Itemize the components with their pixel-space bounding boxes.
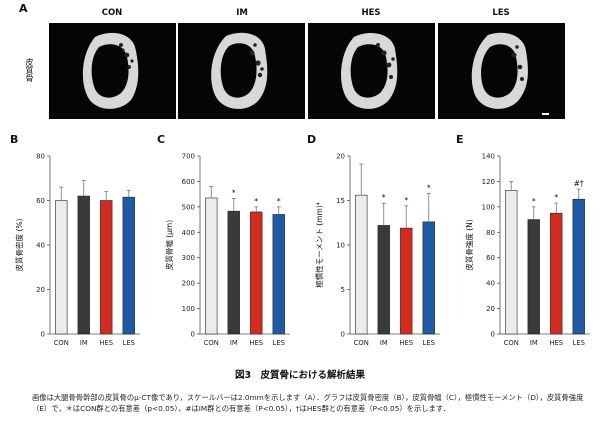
- bar-con: [55, 200, 68, 335]
- bar-les: [122, 196, 135, 335]
- x-tick-label-les: LES: [423, 339, 435, 347]
- x-tick-label-con: CON: [204, 339, 219, 347]
- x-tick-label-con: CON: [354, 339, 369, 347]
- y-tick-label: 140: [482, 153, 495, 161]
- significance-marker: *: [254, 197, 258, 206]
- y-tick-label: 40: [36, 242, 45, 250]
- x-tick-label-im: IM: [380, 339, 388, 347]
- x-tick-label-im: IM: [530, 339, 538, 347]
- x-tick-label-les: LES: [573, 339, 585, 347]
- y-tick-label: 5: [341, 286, 345, 294]
- y-tick-label: 200: [182, 280, 195, 288]
- y-tick-label: 500: [182, 203, 195, 211]
- bar-hes: [100, 200, 113, 335]
- polar-moment-chart: 0 5 10 15 20 極慣性モーメント (mm)⁴ CON * IM * HES * LES: [314, 153, 440, 347]
- significance-marker: *: [427, 183, 431, 192]
- y-tick-label: 400: [182, 229, 195, 237]
- bar-les: [272, 214, 285, 335]
- y-tick-label: 80: [486, 229, 495, 237]
- panel-letter-a: A: [19, 2, 28, 15]
- significance-marker: *: [232, 188, 236, 197]
- y-tick-label: 80: [36, 153, 45, 161]
- x-tick-label-hes: HES: [399, 339, 413, 347]
- y-tick-label: 0: [41, 331, 45, 339]
- x-tick-label-hes: HES: [549, 339, 563, 347]
- figure-caption: 画像は大腿骨骨幹部の皮質骨のμ-CT像であり，スケールバーは2.0mmを示します…: [32, 393, 584, 413]
- figure-title: 図3 皮質骨における解析結果: [234, 370, 366, 381]
- bar-hes: [400, 227, 413, 335]
- significance-marker: *: [532, 197, 536, 206]
- significance-marker: #†: [574, 179, 584, 188]
- y-tick-label: 700: [182, 153, 195, 161]
- y-tick-label: 600: [182, 178, 195, 186]
- image-label-hes: HES: [361, 8, 381, 18]
- y-axis-label: 皮質骨強度 (N): [464, 219, 474, 270]
- image-label-con: CON: [101, 8, 123, 18]
- bar-hes: [250, 211, 263, 335]
- bar-im: [377, 225, 390, 335]
- cortical-density-chart: 0 20 40 60 80 皮質骨密度 (%) CON IM HES LES: [14, 153, 140, 347]
- y-tick-label: 60: [36, 197, 45, 205]
- cortical-strength-chart: 0 20 40 60 80 100 120 140 皮質骨強度 (N) CON * IM * HES #† L…: [464, 153, 590, 347]
- panel-letter-c: C: [157, 133, 166, 146]
- y-tick-label: 100: [182, 305, 195, 313]
- x-tick-label-im: IM: [80, 339, 88, 347]
- y-tick-label: 120: [482, 178, 495, 186]
- significance-marker: *: [382, 193, 386, 202]
- y-axis-label: 皮質骨密度 (%): [14, 219, 24, 272]
- image-label-im: IM: [236, 8, 248, 18]
- panel-letter-d: D: [307, 133, 317, 146]
- x-tick-label-les: LES: [273, 339, 285, 347]
- y-tick-label: 40: [486, 280, 495, 288]
- scale-bar: [542, 113, 549, 115]
- x-tick-label-les: LES: [123, 339, 135, 347]
- y-tick-label: 20: [36, 286, 45, 294]
- y-tick-label: 0: [491, 331, 495, 339]
- bar-con: [355, 194, 368, 335]
- y-tick-label: 0: [191, 331, 195, 339]
- x-tick-label-im: IM: [230, 339, 238, 347]
- image-label-les: LES: [492, 8, 510, 18]
- y-tick-label: 60: [486, 254, 495, 262]
- y-tick-label: 15: [336, 197, 345, 205]
- ct-image-hes: [308, 23, 435, 119]
- bar-les: [572, 198, 585, 335]
- significance-marker: *: [404, 196, 408, 205]
- y-tick-label: 10: [336, 242, 345, 250]
- ct-image-con: [49, 23, 176, 119]
- cortical-bone-label: 皮質骨: [25, 58, 34, 82]
- panel-letter-e: E: [456, 133, 464, 146]
- y-tick-label: 100: [482, 203, 495, 211]
- y-axis-label: 皮質骨幅 (μm): [164, 220, 174, 270]
- y-tick-label: 20: [486, 305, 495, 313]
- bar-im: [77, 195, 90, 335]
- y-tick-label: 20: [336, 153, 345, 161]
- x-tick-label-hes: HES: [249, 339, 263, 347]
- bar-les: [422, 221, 435, 335]
- panel-letter-b: B: [10, 133, 19, 146]
- bar-con: [205, 197, 218, 335]
- cortical-width-chart: 0 100 200 300 400 500 600 700 皮質骨幅 (μm) CON * IM * HE…: [164, 153, 290, 347]
- y-tick-label: 0: [341, 331, 345, 339]
- x-tick-label-con: CON: [504, 339, 519, 347]
- y-axis-label: 極慣性モーメント (mm)⁴: [314, 202, 324, 288]
- x-tick-label-con: CON: [54, 339, 69, 347]
- ct-image-les: [438, 23, 565, 119]
- y-tick-label: 300: [182, 254, 195, 262]
- significance-marker: *: [277, 197, 281, 206]
- significance-marker: *: [554, 193, 558, 202]
- bar-hes: [550, 212, 563, 335]
- x-tick-label-hes: HES: [99, 339, 113, 347]
- bar-im: [527, 219, 540, 335]
- bar-im: [227, 210, 240, 335]
- ct-image-im: [178, 23, 305, 119]
- bar-con: [505, 190, 518, 335]
